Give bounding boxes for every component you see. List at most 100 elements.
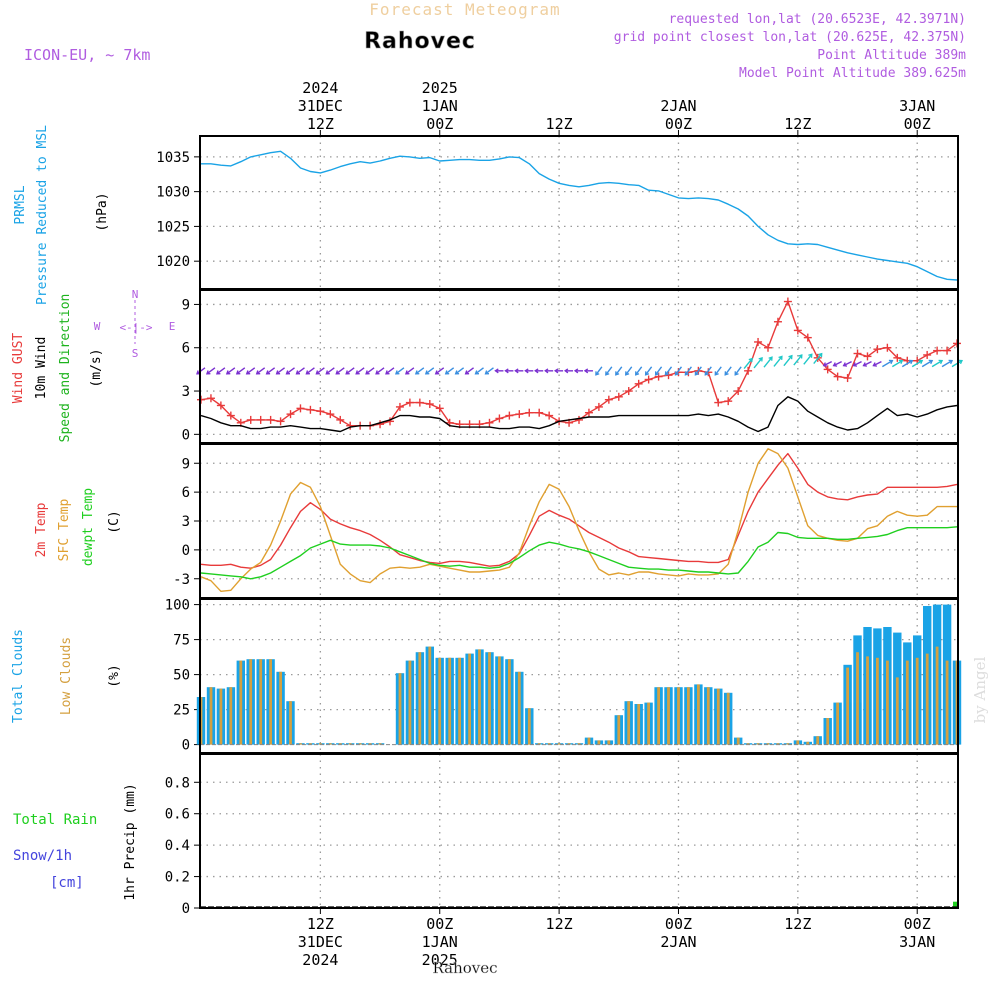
gust-marker: [535, 408, 544, 417]
pressure-ytick-label: 1020: [156, 254, 190, 270]
bottom-time-label: 00Z: [426, 915, 453, 933]
low-clouds-bar: [806, 741, 810, 745]
gust-marker: [714, 398, 723, 407]
bottom-time-label: 2025: [422, 951, 458, 969]
precip-ylabel-rain: Total Rain: [13, 812, 97, 828]
low-clouds-bar: [647, 702, 650, 745]
low-clouds-bar: [617, 715, 621, 745]
gust-marker: [226, 411, 235, 420]
low-clouds-bar: [607, 740, 611, 745]
low-clouds-bar: [667, 687, 670, 745]
wind-arrow: [315, 367, 325, 375]
low-clouds-bar: [886, 660, 889, 745]
grid-lines: [200, 136, 958, 909]
temp-unit: (C): [107, 510, 122, 533]
wind-arrow: [225, 367, 236, 375]
low-clouds-bar: [796, 740, 800, 745]
gust-marker: [883, 343, 892, 352]
gust-marker: [584, 408, 593, 417]
wind-arrow: [842, 360, 852, 367]
wind-arrow: [832, 360, 842, 367]
wind-arrow: [504, 368, 514, 374]
wind-arrow: [394, 367, 405, 375]
gust-marker: [485, 418, 494, 427]
low-clouds-bar: [726, 692, 730, 745]
wind-ylabel-10m: 10m Wind: [34, 337, 49, 400]
gust-marker: [594, 402, 603, 411]
low-clouds-bar: [716, 688, 720, 745]
gust-marker: [764, 343, 772, 352]
low-clouds-bar: [597, 740, 601, 745]
gust-marker: [276, 417, 285, 426]
gust-marker: [415, 398, 424, 407]
precip-ytick-label: 0.4: [165, 838, 190, 854]
gust-marker: [316, 407, 325, 416]
precip-ytick-label: 0.2: [165, 870, 190, 886]
wind-arrow: [414, 367, 425, 375]
low-clouds-bar: [935, 646, 939, 745]
wind-arrow: [245, 367, 256, 375]
clouds-ytick-label: 50: [173, 668, 190, 684]
low-clouds-bar: [706, 687, 710, 745]
low-clouds-bar: [508, 659, 511, 745]
bottom-time-label: 3JAN: [899, 933, 935, 951]
low-clouds-bar: [269, 659, 272, 745]
wind-arrow: [424, 367, 435, 375]
dewpt-temp-line: [200, 526, 958, 580]
wind-arrow: [862, 360, 872, 367]
wind-arrow: [694, 366, 702, 376]
wind-arrow: [534, 368, 544, 374]
low-clouds-bar: [527, 708, 531, 745]
wind-unit: (m/s): [89, 348, 104, 387]
wind-arrow: [375, 367, 385, 375]
gust-marker: [395, 402, 404, 411]
wind-arrow: [813, 352, 823, 364]
low-clouds-bar: [209, 687, 213, 745]
gust-marker: [346, 421, 355, 430]
wind-arrow: [901, 359, 914, 368]
compass-e: E: [169, 320, 176, 333]
wind-arrow: [335, 367, 345, 375]
low-clouds-bar: [925, 653, 929, 745]
bottom-time-label: 00Z: [904, 915, 931, 933]
wind-arrow: [404, 367, 415, 375]
wind-ylabel-gust: Wind GUST: [11, 333, 26, 404]
low-clouds-bar: [328, 743, 332, 745]
low-clouds-bar: [756, 743, 760, 745]
clouds-panel: 0 25 50 75 100: [165, 598, 962, 754]
bottom-time-label: 12Z: [307, 915, 334, 933]
watermark: by Angel: [971, 656, 989, 723]
wind-arrow: [474, 367, 484, 375]
wind-arrow: [454, 367, 465, 375]
10m-wind-line: [200, 396, 958, 433]
footer-location: Rahovec: [432, 959, 497, 977]
wind-arrow: [524, 368, 534, 374]
precip-ytick-label: 0: [182, 901, 190, 917]
wind-arrow: [434, 367, 445, 375]
gust-marker: [823, 365, 832, 374]
temperature-ytick-label: -3: [173, 572, 190, 588]
wind-arrow: [444, 367, 455, 375]
clouds-ylabel: Total Clouds Low Clouds (%): [11, 629, 122, 723]
low-clouds-bar: [498, 656, 501, 745]
gust-marker: [604, 395, 613, 404]
gust-marker: [843, 374, 852, 383]
header-model-altitude: Model Point Altitude 389.625m: [739, 66, 966, 81]
low-clouds-bar: [697, 684, 700, 745]
low-clouds-bar: [786, 743, 790, 745]
gust-marker: [754, 337, 763, 346]
wind-arrow: [753, 357, 763, 369]
top-time-label: 12Z: [784, 115, 811, 133]
precip-ytick-label: 0.6: [165, 807, 190, 823]
wind-arrow: [931, 359, 944, 368]
wind-arrow: [385, 367, 395, 375]
temperature-panel: -3 0 3 6 9: [173, 448, 958, 592]
low-clouds-bar: [488, 652, 491, 745]
low-clouds-bar: [905, 660, 909, 745]
low-clouds-bar: [895, 677, 899, 745]
wind-arrow: [852, 360, 862, 367]
gust-marker: [853, 349, 862, 358]
wind-arrow: [941, 359, 954, 368]
temp-ylabel-dewpt: dewpt Temp: [81, 488, 96, 566]
header-requested: requested lon,lat (20.6523E, 42.3971N): [669, 12, 966, 27]
